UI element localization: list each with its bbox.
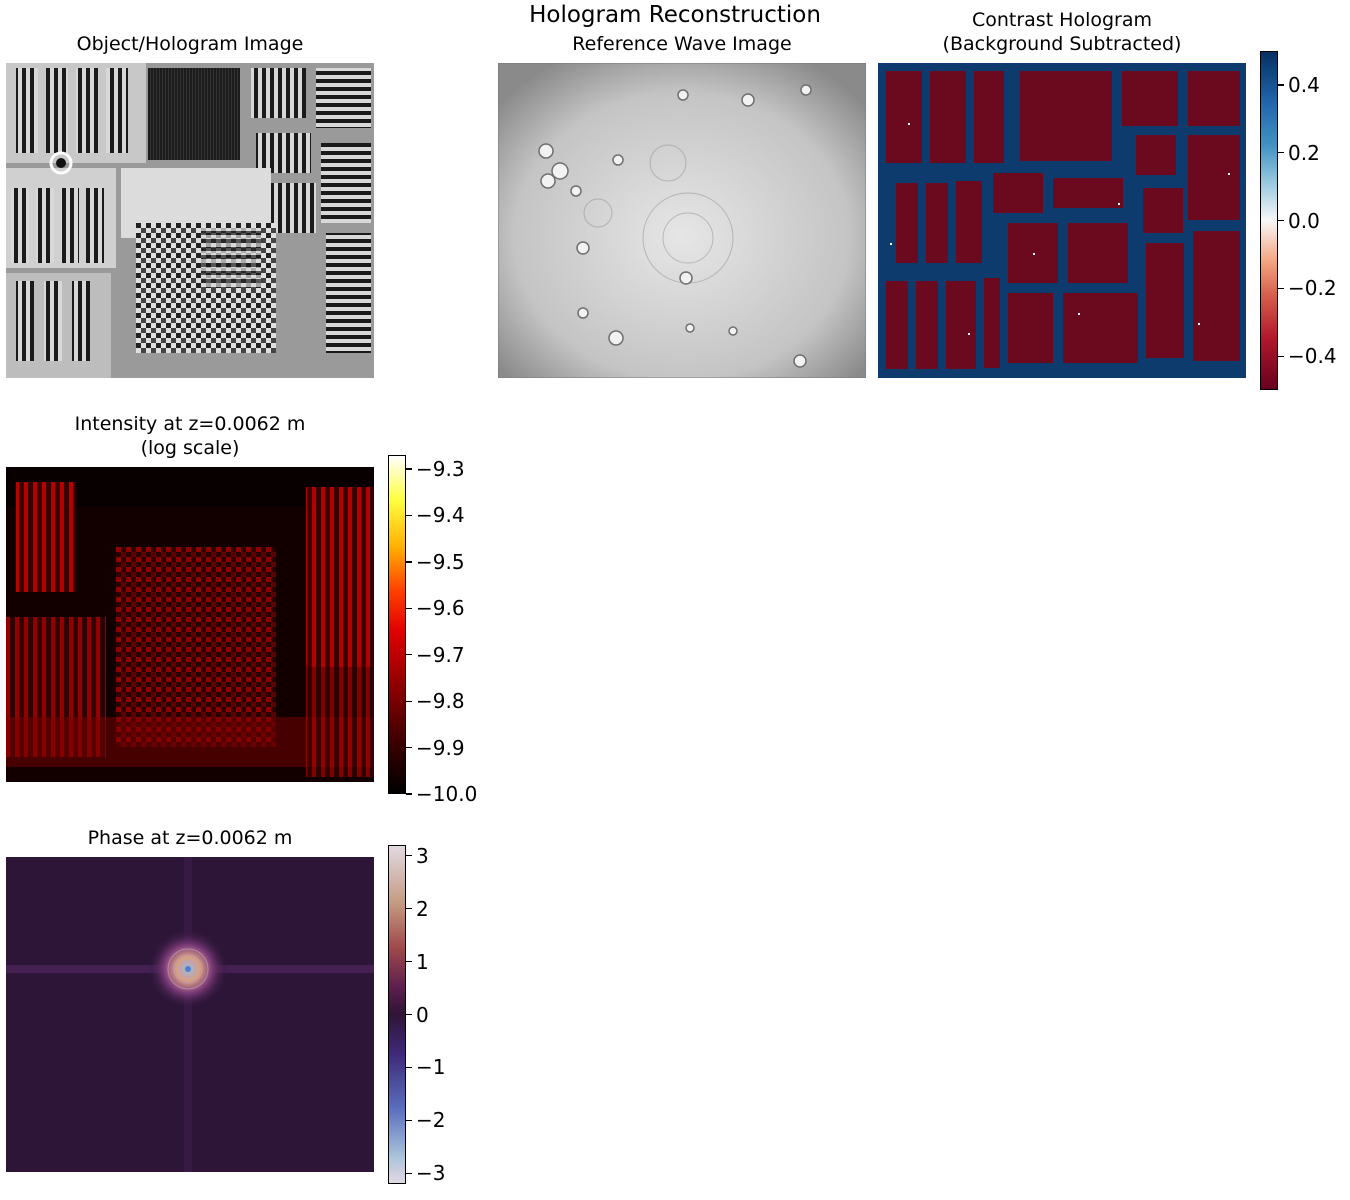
- phase-colorbar-tick-label: 0: [416, 1002, 429, 1027]
- intensity-colorbar-tick-mark: [406, 700, 412, 702]
- contrast-hologram-image: [878, 63, 1246, 378]
- phase-colorbar-tick-label: −3: [416, 1161, 446, 1186]
- contrast-colorbar-tick-label: 0.4: [1288, 72, 1320, 97]
- intensity-colorbar-tick-mark: [406, 468, 412, 470]
- contrast-colorbar-tick-label: 0.0: [1288, 208, 1320, 233]
- intensity-colorbar-tick-label: −9.8: [416, 689, 465, 714]
- intensity-colorbar-tick-mark: [406, 793, 412, 795]
- intensity-title: Intensity at z=0.0062 m (log scale): [74, 413, 306, 459]
- reference-wave-image: [498, 63, 866, 378]
- intensity-colorbar-tick-label: −9.6: [416, 596, 465, 621]
- intensity-colorbar-tick-mark: [406, 654, 412, 656]
- phase-colorbar-tick-mark: [406, 1013, 412, 1016]
- phase-colorbar: [388, 845, 406, 1184]
- phase-colorbar-tick-label: −2: [416, 1108, 446, 1133]
- intensity-colorbar-tick-label: −9.3: [416, 456, 465, 481]
- intensity-colorbar-tick-mark: [406, 514, 412, 517]
- intensity-colorbar-tick-label: −9.7: [416, 642, 465, 667]
- phase-colorbar-tick-label: 2: [416, 896, 429, 921]
- phase-colorbar-tick-mark: [406, 907, 412, 910]
- phase-colorbar-tick-mark: [406, 1172, 412, 1175]
- intensity-colorbar-tick-mark: [406, 746, 412, 749]
- contrast-colorbar-tick-mark: [1278, 152, 1284, 154]
- contrast-colorbar-tick-label: −0.2: [1288, 276, 1337, 301]
- contrast-hologram-title: Contrast Hologram (Background Subtracted…: [942, 9, 1182, 55]
- intensity-colorbar-tick-label: −9.5: [416, 549, 465, 574]
- intensity-colorbar-ticks: −9.3 −9.4 −9.5 −9.6 −9.7 −9.8 −9.9 −10.0: [406, 455, 486, 804]
- phase-title: Phase at z=0.0062 m: [87, 827, 293, 849]
- phase-colorbar-tick-mark: [406, 960, 412, 963]
- intensity-colorbar-tick-label: −9.4: [416, 503, 465, 528]
- intensity-colorbar-tick-label: −9.9: [416, 735, 465, 760]
- object-image-title: Object/Hologram Image: [76, 33, 304, 55]
- contrast-colorbar-tick-label: −0.4: [1288, 344, 1337, 369]
- intensity-image: [6, 467, 374, 782]
- phase-colorbar-tick-label: 3: [416, 843, 429, 868]
- phase-colorbar-tick-mark: [406, 854, 412, 857]
- contrast-colorbar: [1260, 51, 1278, 390]
- contrast-colorbar-tick-label: 0.2: [1288, 140, 1320, 165]
- contrast-colorbar-tick-mark: [1278, 219, 1284, 222]
- phase-colorbar-tick-mark: [406, 1119, 412, 1122]
- phase-colorbar-ticks: 3 2 1 0 −1 −2 −3: [406, 845, 466, 1184]
- contrast-colorbar-tick-mark: [1278, 355, 1284, 357]
- contrast-colorbar-ticks: 0.4 0.2 0.0 −0.2 −0.4: [1278, 51, 1350, 390]
- figure-title: Hologram Reconstruction: [529, 2, 821, 28]
- phase-colorbar-tick-label: 1: [416, 949, 429, 974]
- phase-colorbar-tick-mark: [406, 1066, 412, 1069]
- phase-image: [6, 857, 374, 1172]
- object-hologram-image: [6, 63, 374, 378]
- contrast-colorbar-tick-mark: [1278, 84, 1284, 86]
- intensity-colorbar-tick-label: −10.0: [416, 782, 478, 806]
- phase-colorbar-tick-label: −1: [416, 1055, 446, 1080]
- intensity-colorbar: [388, 455, 406, 794]
- intensity-colorbar-tick-mark: [406, 607, 412, 609]
- intensity-colorbar-tick-mark: [406, 561, 412, 563]
- contrast-colorbar-tick-mark: [1278, 287, 1284, 289]
- reference-image-title: Reference Wave Image: [572, 33, 792, 55]
